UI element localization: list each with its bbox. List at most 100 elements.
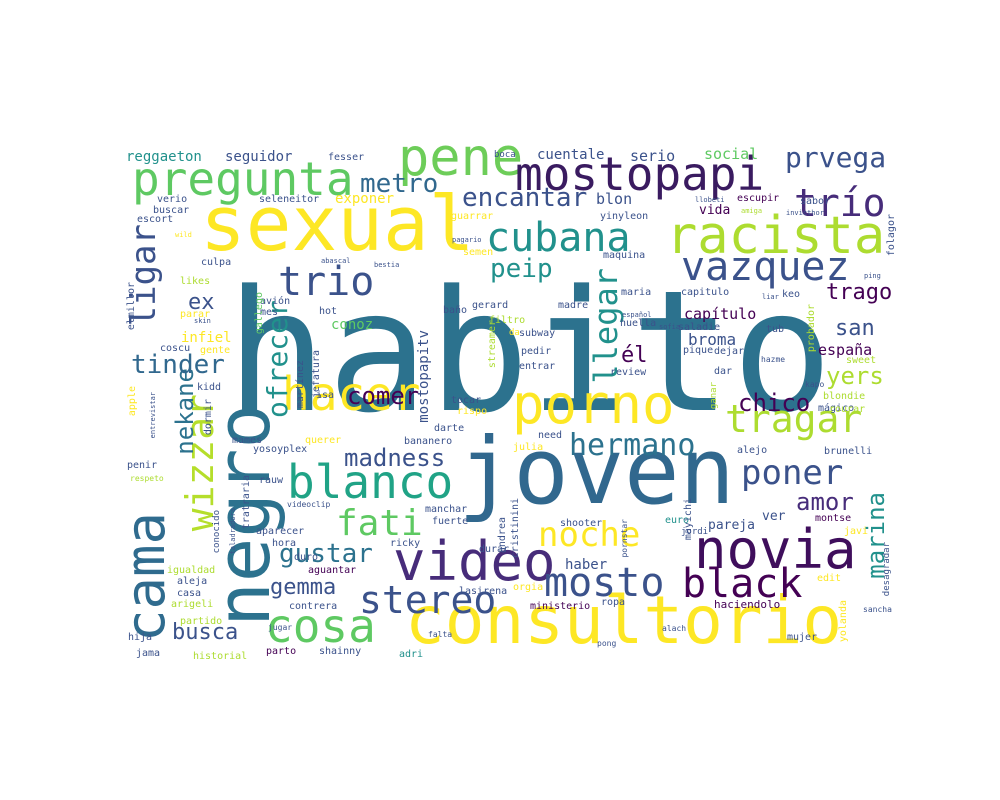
cloud-word: metro [360, 169, 439, 199]
cloud-word: sancha [863, 605, 892, 614]
cloud-word: consultorio [405, 582, 843, 659]
cloud-word: noche [538, 515, 641, 555]
cloud-word: subway [519, 328, 556, 339]
cloud-word: black [682, 561, 803, 607]
cloud-word: gerard [472, 300, 509, 311]
cloud-word: mes [260, 307, 279, 318]
cloud-word: san [835, 316, 875, 341]
cloud-word: encantar [462, 183, 588, 213]
cloud-word: vazquez [681, 244, 850, 290]
cloud-word: baño [443, 305, 468, 316]
cloud-word: isa [316, 390, 335, 401]
cloud-word: blanco [287, 455, 454, 509]
cloud-word: da [509, 328, 520, 338]
cloud-word: folagor [886, 214, 897, 257]
cloud-word: conoz [331, 317, 374, 333]
cloud-word: martínez [295, 360, 306, 409]
cloud-word: durar [479, 544, 510, 555]
cloud-word: pong [597, 639, 617, 648]
cloud-word: aleja [177, 576, 208, 587]
cloud-word: blondie [823, 391, 866, 402]
cloud-word: invicthor [786, 209, 824, 217]
cloud-word: españa [818, 341, 873, 359]
cloud-word: cama [114, 512, 177, 643]
cloud-word: hija [128, 632, 153, 643]
cloud-word: duro [294, 552, 319, 563]
cloud-word: shooter [560, 518, 603, 529]
cloud-word: haciendolo [714, 598, 781, 611]
cloud-word: poner [741, 453, 844, 493]
cloud-word: amiga [741, 207, 763, 215]
cloud-word: blon [596, 190, 633, 208]
cloud-word: fuerte [432, 516, 469, 527]
cloud-word: taladradora [229, 508, 237, 555]
cloud-word: kapo [805, 380, 825, 389]
cloud-word: jugar [268, 623, 293, 632]
cloud-word: rauw [259, 475, 284, 486]
cloud-word: aparecer [256, 526, 305, 537]
cloud-word: jama [136, 648, 161, 659]
cloud-word: coscu [160, 343, 191, 354]
cloud-word: sofia [659, 323, 681, 331]
cloud-word: falta [428, 630, 453, 639]
cloud-word: trago [826, 280, 893, 305]
cloud-word: adri [399, 649, 424, 660]
cloud-word: maria [621, 287, 652, 298]
cloud-word: rispo [457, 406, 488, 417]
cloud-word: entrevistar [149, 392, 157, 439]
cloud-word: pene [398, 128, 524, 188]
cloud-word: montse [815, 513, 852, 524]
cloud-word: llobeti [695, 196, 725, 204]
cloud-word: hermano [569, 428, 696, 463]
cloud-word: sexual [200, 179, 475, 268]
cloud-word: broma [688, 330, 737, 349]
cloud-word: contrera [289, 601, 338, 612]
cloud-word: reggaeton [126, 149, 202, 165]
cloud-word: él [621, 343, 648, 368]
cloud-word: racista [666, 206, 886, 266]
cloud-word: abascal [321, 257, 351, 265]
cloud-word: fesser [328, 152, 365, 163]
cloud-word: alejo [737, 445, 768, 456]
cloud-word: escort [137, 214, 174, 225]
cloud-word: parar [180, 309, 211, 320]
cloud-word: casa [177, 588, 202, 599]
cloud-word: dejar [714, 346, 745, 357]
cloud-word: mosto [544, 560, 665, 606]
cloud-word: ministerio [530, 601, 591, 612]
cloud-word: peip [490, 254, 553, 284]
cloud-word: apple [127, 386, 138, 417]
cloud-word: huella [620, 318, 657, 329]
cloud-word: mayichi [683, 498, 694, 541]
cloud-word: mostopapitv [416, 330, 432, 423]
cloud-word: gemma [270, 575, 337, 600]
cloud-word: cuentale [537, 147, 605, 163]
cloud-word: español [622, 311, 652, 319]
cloud-word: dar [714, 366, 733, 377]
cloud-word: porno [512, 373, 675, 436]
cloud-word: infiel [181, 330, 232, 346]
cloud-word: yers [826, 362, 884, 390]
cloud-word: mostopapi [515, 147, 765, 201]
cloud-word: tragar [725, 397, 863, 441]
cloud-word: ganar [709, 382, 719, 410]
cloud-word: cubana [486, 215, 631, 261]
cloud-word: pedir [521, 346, 552, 357]
cloud-word: hora [272, 538, 297, 549]
cloud-word: saladie [678, 322, 721, 333]
cloud-word: seguidor [225, 149, 293, 165]
cloud-word: avión [260, 296, 291, 307]
cloud-word: ropa [601, 597, 626, 608]
cloud-word: trio [278, 259, 375, 305]
cloud-word: kidd [197, 382, 222, 393]
cloud-word: buscar [153, 205, 190, 216]
cloud-word: culpa [201, 257, 232, 268]
cloud-word: mujer [787, 632, 818, 643]
cloud-word: ricky [390, 538, 421, 549]
cloud-word: tub [766, 324, 785, 335]
cloud-word: andrea [497, 517, 508, 554]
cloud-word: pregunta [132, 152, 354, 206]
cloud-word: nekane [171, 368, 199, 455]
cloud-word: gustar [279, 539, 373, 569]
